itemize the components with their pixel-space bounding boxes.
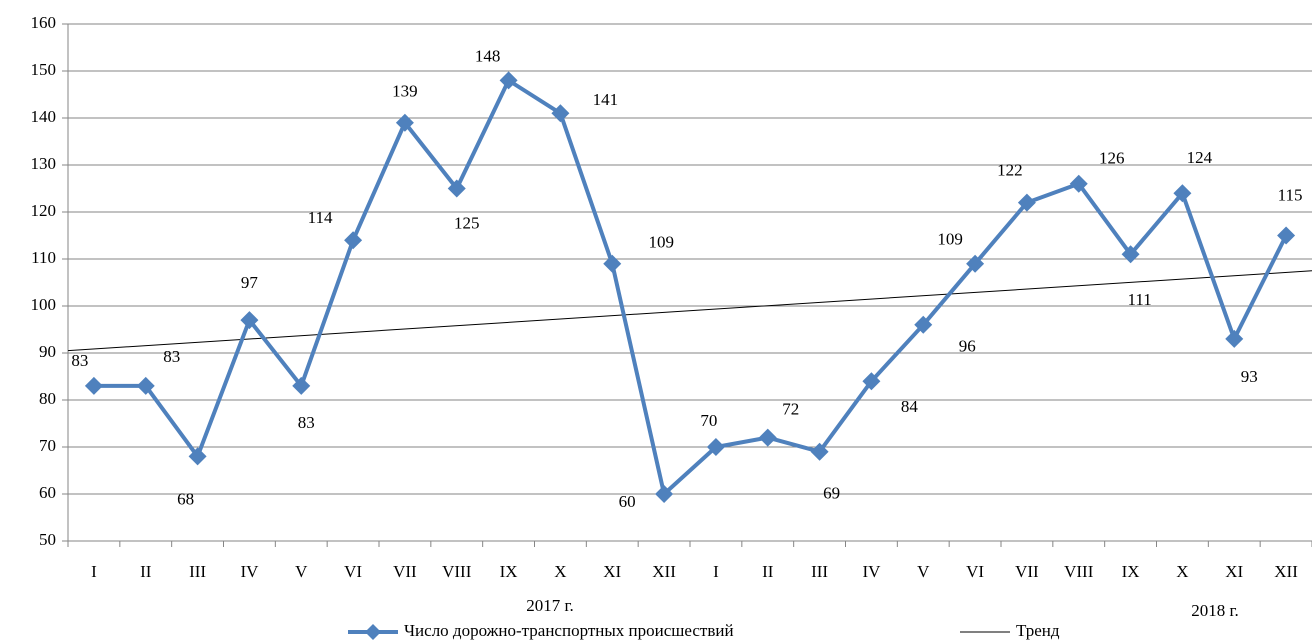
trend-line xyxy=(67,270,1312,352)
x-tick-label: IV xyxy=(862,562,881,581)
x-tick-label: VII xyxy=(393,562,417,581)
marker xyxy=(1017,193,1036,212)
x-tick-label: I xyxy=(91,562,97,581)
x-tick-label: II xyxy=(140,562,152,581)
marker xyxy=(447,179,466,198)
x-tick-label: XI xyxy=(1225,562,1243,581)
data-label: 70 xyxy=(700,411,717,430)
data-label: 109 xyxy=(649,233,675,252)
legend-label: Тренд xyxy=(1016,621,1060,640)
x-tick-label: IX xyxy=(1122,562,1140,581)
data-label: 111 xyxy=(1127,290,1151,309)
y-tick-label: 140 xyxy=(31,107,57,126)
x-tick-label: VII xyxy=(1015,562,1039,581)
marker xyxy=(1173,184,1192,203)
data-label: 124 xyxy=(1187,148,1213,167)
data-label: 115 xyxy=(1278,185,1303,204)
data-label: 83 xyxy=(163,347,180,366)
legend-label: Число дорожно-транспортных происшествий xyxy=(404,621,734,640)
data-label: 125 xyxy=(454,213,480,232)
marker xyxy=(499,71,518,90)
data-label: 122 xyxy=(997,161,1023,180)
y-tick-label: 80 xyxy=(39,389,56,408)
marker xyxy=(1121,245,1140,264)
legend-marker xyxy=(365,624,381,640)
marker xyxy=(810,442,829,461)
y-tick-label: 160 xyxy=(31,13,57,32)
x-tick-label: XII xyxy=(652,562,676,581)
data-label: 84 xyxy=(901,397,919,416)
x-tick-label: VIII xyxy=(442,562,472,581)
x-tick-label: III xyxy=(811,562,828,581)
marker xyxy=(862,372,881,391)
x-tick-label: XII xyxy=(1274,562,1298,581)
marker xyxy=(344,231,363,250)
group-label: 2018 г. xyxy=(1191,601,1239,620)
y-tick-label: 110 xyxy=(31,248,56,267)
marker xyxy=(758,428,777,447)
data-label: 139 xyxy=(392,82,418,101)
marker xyxy=(1069,174,1088,193)
data-label: 83 xyxy=(71,351,88,370)
x-tick-label: VI xyxy=(344,562,362,581)
marker xyxy=(136,376,155,395)
series-line xyxy=(93,78,1288,496)
marker xyxy=(603,254,622,273)
x-tick-label: X xyxy=(1176,562,1188,581)
y-tick-label: 90 xyxy=(39,342,56,361)
marker xyxy=(395,113,414,132)
x-tick-label: VI xyxy=(966,562,984,581)
data-label: 114 xyxy=(308,208,333,227)
y-tick-label: 120 xyxy=(31,201,57,220)
y-tick-label: 130 xyxy=(31,154,57,173)
y-tick-label: 70 xyxy=(39,436,56,455)
data-label: 126 xyxy=(1099,149,1125,168)
marker xyxy=(1225,329,1244,348)
x-tick-label: IV xyxy=(240,562,259,581)
marker xyxy=(706,438,725,456)
x-tick-label: III xyxy=(189,562,206,581)
x-tick-label: V xyxy=(295,562,308,581)
x-tick-label: I xyxy=(713,562,719,581)
data-label: 93 xyxy=(1241,367,1258,386)
x-tick-label: XI xyxy=(603,562,621,581)
data-label: 68 xyxy=(177,489,194,508)
x-tick-label: V xyxy=(917,562,930,581)
x-tick-label: IX xyxy=(500,562,518,581)
data-label: 72 xyxy=(782,400,799,419)
marker xyxy=(914,315,933,334)
marker xyxy=(292,376,311,395)
y-tick-label: 150 xyxy=(31,60,57,79)
data-label: 96 xyxy=(959,337,976,356)
x-tick-label: VIII xyxy=(1064,562,1094,581)
y-tick-label: 60 xyxy=(39,483,56,502)
marker xyxy=(84,376,103,395)
data-label: 69 xyxy=(823,484,840,503)
marker xyxy=(240,311,259,330)
marker xyxy=(966,254,985,273)
y-tick-label: 50 xyxy=(39,530,56,549)
x-tick-label: X xyxy=(554,562,566,581)
marker xyxy=(188,447,207,466)
data-label: 148 xyxy=(475,46,501,65)
y-tick-label: 100 xyxy=(31,295,57,314)
data-label: 97 xyxy=(241,273,259,292)
data-label: 109 xyxy=(937,230,963,249)
data-label: 83 xyxy=(298,413,315,432)
x-tick-label: II xyxy=(762,562,774,581)
marker xyxy=(551,104,570,123)
marker xyxy=(655,485,674,503)
marker xyxy=(1277,226,1296,245)
group-label: 2017 г. xyxy=(526,596,574,615)
data-label: 60 xyxy=(619,492,636,511)
data-label: 141 xyxy=(593,90,619,109)
